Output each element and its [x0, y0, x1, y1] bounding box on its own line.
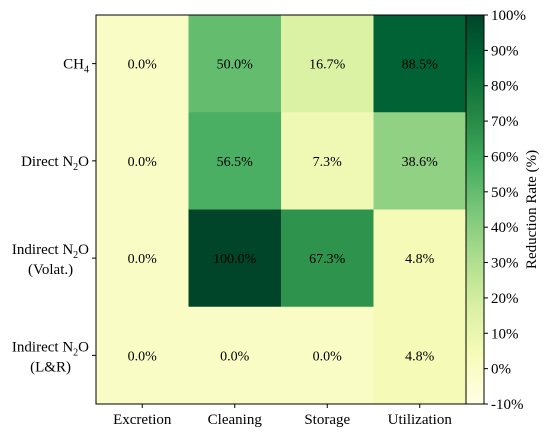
colorbar-bar [465, 14, 485, 405]
heatmap-cell-r0-c0 [96, 15, 189, 113]
cell-label-r3-c2: 0.0% [313, 349, 343, 364]
x-tick-label: Storage [304, 412, 350, 428]
colorbar-tick-label: 40% [491, 220, 519, 236]
heatmap-cell-r3-c1 [188, 306, 282, 405]
y-tick-label-line2: (L&R) [30, 359, 71, 375]
cell-label-r2-c1: 100.0% [213, 252, 257, 267]
heatmap-cell-r0-c2 [281, 15, 374, 113]
y-tick-label: Indirect N2O [12, 339, 89, 358]
heatmap-cell-r1-c3 [373, 112, 467, 210]
y-tick-label: Indirect N2O [12, 242, 89, 261]
heatmap-cell-r2-c3 [373, 209, 467, 308]
colorbar-tick-label: 50% [491, 185, 519, 201]
heatmap-cell-r1-c2 [281, 112, 374, 210]
cell-label-r2-c2: 67.3% [309, 252, 346, 267]
y-tick-label-line2: (Volat.) [28, 262, 73, 278]
heatmap-cell-r2-c1 [188, 209, 282, 308]
colorbar-tick-label: 80% [491, 79, 519, 95]
heatmap-cell-r2-c0 [96, 209, 189, 308]
cell-label-r2-c3: 4.8% [405, 252, 435, 267]
y-tick-label: Direct N2O [21, 154, 89, 173]
cell-label-r0-c3: 88.5% [402, 58, 439, 73]
heatmap-cell-r3-c0 [96, 306, 189, 405]
x-tick-label: Cleaning [208, 412, 263, 428]
x-axis: Excretion Cleaning Storage Utilization [113, 404, 452, 428]
colorbar-tick-label: 60% [491, 149, 519, 165]
colorbar-tick-label: 10% [491, 326, 519, 342]
colorbar-tick-label: 30% [491, 256, 519, 272]
heatmap-cell-r3-c2 [281, 306, 374, 405]
cell-label-r0-c1: 50.0% [217, 58, 254, 73]
cell-label-r0-c0: 0.0% [128, 58, 158, 73]
heatmap-cell-r0-c1 [188, 15, 282, 113]
heatmap-cells [96, 15, 467, 405]
cell-label-r1-c3: 38.6% [402, 155, 439, 170]
cell-label-r2-c0: 0.0% [128, 252, 158, 267]
colorbar-tick-label: 100% [491, 8, 526, 24]
x-tick-label: Utilization [388, 412, 453, 428]
colorbar: -10% 0% 10% 20% 30% 40% 50% 60% 70% 80% 90% 100% Red… [465, 8, 540, 413]
heatmap-cell-r1-c1 [188, 112, 282, 210]
cell-label-r3-c1: 0.0% [220, 349, 250, 364]
colorbar-tick-label: 0% [491, 362, 511, 378]
colorbar-tick-label: -10% [491, 397, 524, 413]
cell-label-r3-c3: 4.8% [405, 349, 435, 364]
x-tick-label: Excretion [113, 412, 172, 428]
heatmap-cell-r1-c0 [96, 112, 189, 210]
cell-label-r0-c2: 16.7% [309, 58, 346, 73]
colorbar-tick-label: 20% [491, 291, 519, 307]
heatmap-cell-r2-c2 [281, 209, 374, 308]
colorbar-label: Reduction Rate (%) [524, 150, 540, 269]
y-tick-label: CH4 [63, 57, 89, 76]
heatmap-cell-r3-c3 [373, 306, 467, 405]
heatmap-cell-labels: 0.0% 50.0% 16.7% 88.5% 0.0% 56.5% 7.3% 38.6% 0.0… [128, 58, 439, 365]
cell-label-r1-c0: 0.0% [128, 155, 158, 170]
cell-label-r1-c1: 56.5% [217, 155, 254, 170]
cell-label-r1-c2: 7.3% [313, 155, 343, 170]
colorbar-tick-label: 70% [491, 114, 519, 130]
cell-label-r3-c0: 0.0% [128, 349, 158, 364]
heatmap-cell-r0-c3 [373, 15, 467, 113]
colorbar-tick-label: 90% [491, 43, 519, 59]
